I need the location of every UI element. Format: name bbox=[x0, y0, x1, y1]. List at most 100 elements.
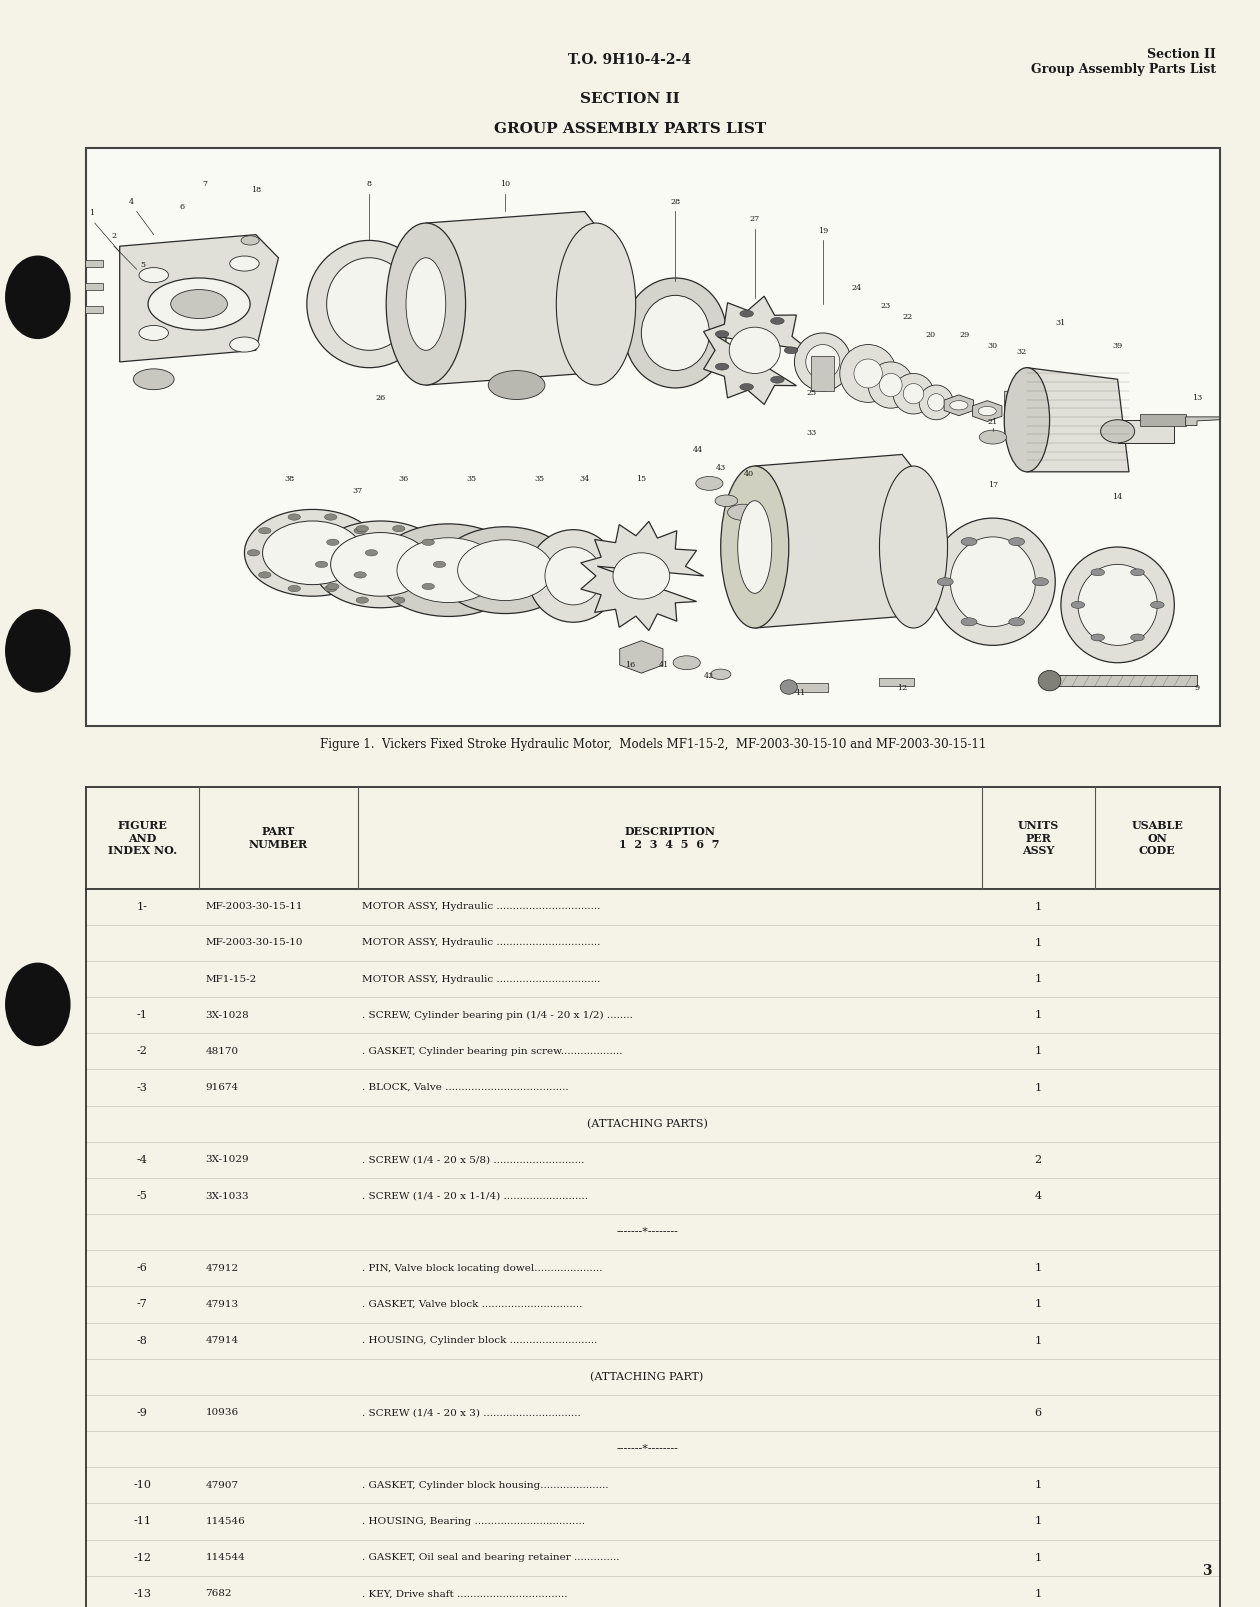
Polygon shape bbox=[703, 296, 809, 405]
Circle shape bbox=[716, 363, 728, 370]
Circle shape bbox=[365, 550, 378, 556]
Ellipse shape bbox=[406, 257, 446, 350]
Ellipse shape bbox=[1101, 419, 1135, 444]
Circle shape bbox=[1032, 577, 1048, 587]
Text: 7: 7 bbox=[203, 180, 207, 188]
Text: PART
NUMBER: PART NUMBER bbox=[249, 826, 307, 850]
Polygon shape bbox=[1186, 416, 1220, 426]
Text: USABLE
ON
CODE: USABLE ON CODE bbox=[1131, 820, 1183, 857]
Circle shape bbox=[784, 347, 798, 354]
Circle shape bbox=[139, 268, 169, 283]
Text: . GASKET, Oil seal and bearing retainer ..............: . GASKET, Oil seal and bearing retainer … bbox=[362, 1552, 619, 1562]
Circle shape bbox=[740, 384, 753, 391]
Text: 1: 1 bbox=[1034, 902, 1042, 911]
Circle shape bbox=[711, 669, 731, 680]
Ellipse shape bbox=[927, 394, 945, 411]
Circle shape bbox=[673, 656, 701, 670]
Text: 42: 42 bbox=[704, 672, 714, 680]
Ellipse shape bbox=[893, 373, 934, 415]
Circle shape bbox=[354, 527, 367, 534]
Polygon shape bbox=[581, 521, 703, 630]
Circle shape bbox=[1091, 569, 1105, 575]
Text: (ATTACHING PARTS): (ATTACHING PARTS) bbox=[587, 1118, 707, 1128]
Text: 27: 27 bbox=[750, 215, 760, 223]
Text: SECTION II: SECTION II bbox=[580, 92, 680, 106]
Text: 1: 1 bbox=[1034, 1589, 1042, 1599]
Text: -12: -12 bbox=[134, 1552, 151, 1562]
Text: 3X-1028: 3X-1028 bbox=[205, 1011, 249, 1020]
Text: 30: 30 bbox=[988, 342, 998, 350]
Ellipse shape bbox=[738, 501, 771, 593]
Circle shape bbox=[1009, 617, 1024, 625]
Circle shape bbox=[241, 236, 260, 244]
Ellipse shape bbox=[244, 509, 381, 596]
Bar bbox=[1004, 391, 1024, 431]
Ellipse shape bbox=[806, 344, 839, 379]
Text: Section II: Section II bbox=[1147, 48, 1216, 61]
Ellipse shape bbox=[1038, 670, 1061, 691]
Circle shape bbox=[696, 476, 723, 490]
Text: 19: 19 bbox=[818, 227, 828, 235]
Circle shape bbox=[52, 281, 74, 292]
Circle shape bbox=[5, 609, 71, 693]
Text: 14: 14 bbox=[1113, 493, 1123, 501]
Circle shape bbox=[289, 514, 300, 521]
Text: -7: -7 bbox=[137, 1300, 147, 1310]
Text: . BLOCK, Valve ......................................: . BLOCK, Valve .........................… bbox=[362, 1083, 568, 1093]
Circle shape bbox=[289, 585, 300, 591]
Circle shape bbox=[1130, 635, 1144, 641]
Ellipse shape bbox=[879, 373, 902, 397]
Text: 1: 1 bbox=[1034, 1011, 1042, 1020]
Text: 22: 22 bbox=[902, 313, 914, 321]
Text: 11: 11 bbox=[795, 689, 805, 697]
Bar bbox=[86, 148, 1220, 726]
Ellipse shape bbox=[612, 553, 670, 599]
Text: 26: 26 bbox=[375, 394, 386, 402]
Ellipse shape bbox=[868, 362, 914, 408]
Text: 24: 24 bbox=[852, 284, 862, 292]
Circle shape bbox=[357, 525, 368, 532]
Ellipse shape bbox=[330, 532, 431, 596]
Text: -1: -1 bbox=[137, 1011, 147, 1020]
Ellipse shape bbox=[397, 538, 500, 603]
Text: MOTOR ASSY, Hydraulic ................................: MOTOR ASSY, Hydraulic ..................… bbox=[362, 974, 600, 983]
Text: 20: 20 bbox=[925, 331, 936, 339]
Bar bbox=[63, 260, 103, 267]
Ellipse shape bbox=[544, 546, 602, 604]
Ellipse shape bbox=[903, 384, 924, 403]
Circle shape bbox=[171, 289, 227, 318]
Text: DESCRIPTION
1  2  3  4  5  6  7: DESCRIPTION 1 2 3 4 5 6 7 bbox=[620, 826, 719, 850]
Text: Figure 1.  Vickers Fixed Stroke Hydraulic Motor,  Models MF1-15-2,  MF-2003-30-1: Figure 1. Vickers Fixed Stroke Hydraulic… bbox=[320, 738, 985, 750]
Ellipse shape bbox=[556, 223, 636, 386]
Text: MOTOR ASSY, Hydraulic ................................: MOTOR ASSY, Hydraulic ..................… bbox=[362, 938, 600, 948]
Text: MF-2003-30-15-10: MF-2003-30-15-10 bbox=[205, 938, 302, 948]
Text: 5: 5 bbox=[140, 262, 145, 270]
Bar bbox=[1118, 419, 1174, 444]
Text: 13: 13 bbox=[1192, 394, 1202, 402]
Text: 18: 18 bbox=[251, 186, 261, 194]
Text: 1: 1 bbox=[1034, 938, 1042, 948]
Circle shape bbox=[325, 585, 336, 591]
Ellipse shape bbox=[930, 517, 1056, 646]
Circle shape bbox=[229, 256, 260, 272]
Text: 1: 1 bbox=[1034, 1300, 1042, 1310]
Text: -13: -13 bbox=[134, 1589, 151, 1599]
Text: 4: 4 bbox=[129, 198, 134, 206]
Bar bbox=[63, 283, 103, 291]
Text: 6: 6 bbox=[179, 204, 185, 212]
Circle shape bbox=[740, 310, 753, 317]
Text: 25: 25 bbox=[806, 389, 816, 397]
Ellipse shape bbox=[375, 524, 522, 617]
Text: 36: 36 bbox=[398, 476, 408, 484]
Polygon shape bbox=[944, 395, 974, 416]
Circle shape bbox=[771, 376, 784, 382]
Text: UNITS
PER
ASSY: UNITS PER ASSY bbox=[1018, 820, 1058, 857]
Circle shape bbox=[354, 572, 367, 579]
Text: 34: 34 bbox=[580, 476, 590, 484]
Text: 47913: 47913 bbox=[205, 1300, 238, 1310]
Circle shape bbox=[393, 525, 404, 532]
Text: 47907: 47907 bbox=[205, 1480, 238, 1490]
Text: -11: -11 bbox=[134, 1517, 151, 1527]
Text: . SCREW (1/4 - 20 x 1-1/4) ..........................: . SCREW (1/4 - 20 x 1-1/4) .............… bbox=[362, 1191, 587, 1200]
Text: . SCREW (1/4 - 20 x 3) ..............................: . SCREW (1/4 - 20 x 3) .................… bbox=[362, 1408, 581, 1417]
